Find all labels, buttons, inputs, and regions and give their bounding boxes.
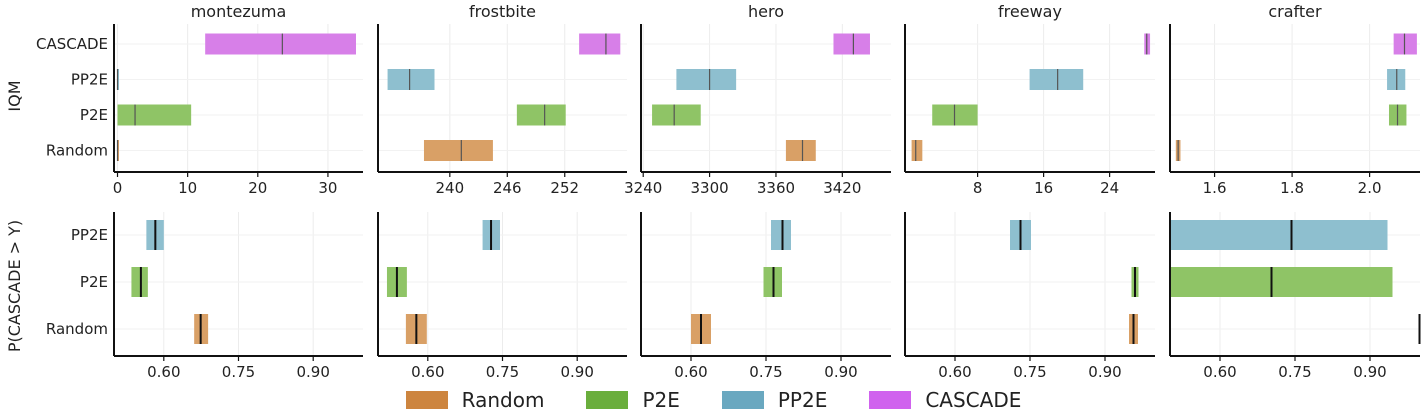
category-label: PP2E	[71, 226, 108, 244]
interval-bar-random	[423, 140, 493, 161]
x-tick-label: 0.90	[560, 363, 593, 381]
panel-iqm-montezuma: 0 10 20 30 CASCADE PP2E P2E Random montezuma	[36, 2, 363, 197]
category-label: PP2E	[71, 71, 108, 89]
legend-item-cascade: CASCADE	[869, 388, 1021, 412]
legend-label-random: Random	[461, 388, 545, 412]
x-tick-label: 20	[248, 179, 267, 197]
interval-bar-cascade	[833, 33, 870, 55]
interval-bar-cascade	[579, 33, 621, 55]
interval-bar-cascade	[1393, 33, 1417, 55]
category-label: P2E	[80, 106, 108, 124]
x-tick-label: 1.6	[1203, 179, 1227, 197]
category-label: Random	[46, 320, 108, 338]
legend-swatch-cascade	[869, 391, 912, 409]
legend-item-random: Random	[405, 388, 545, 412]
interval-bar-pp2e	[676, 69, 737, 90]
panel-title: freeway	[998, 2, 1062, 21]
panel-title: crafter	[1268, 2, 1322, 21]
x-tick-label: 3420	[823, 179, 861, 197]
x-tick-label: 0.90	[824, 363, 857, 381]
panel-iqm-hero: 3240 3300 3360 3420 hero	[624, 2, 891, 197]
x-tick-label: 1.8	[1280, 179, 1304, 197]
interval-bar-random	[785, 140, 816, 161]
panel-prob-probability-2: 0.60 0.75 0.90	[377, 212, 627, 381]
category-label: Random	[46, 142, 108, 160]
row-label-probability: P(CASCADE > Y)	[5, 220, 24, 352]
legend-label-cascade: CASCADE	[925, 388, 1022, 412]
x-tick-label: 0.90	[1088, 363, 1121, 381]
panel-iqm-crafter: 1.6 1.8 2.0 crafter	[1169, 2, 1420, 197]
x-tick-label: 2.0	[1358, 179, 1382, 197]
x-tick-label: 8	[973, 179, 983, 197]
panel-prob-probability-1: 0.60 0.75 0.90 PP2E P2E Random	[46, 212, 363, 381]
x-tick-label: 240	[436, 179, 465, 197]
interval-bar-pp2e	[771, 220, 791, 250]
interval-bar-pp2e	[387, 69, 435, 90]
interval-bar-pp2e	[1029, 69, 1084, 90]
interval-bar-random	[117, 140, 120, 161]
panel-iqm-frostbite: 240 246 252 frostbite	[377, 2, 627, 197]
x-tick-label: 0.90	[296, 363, 329, 381]
x-tick-label: 252	[550, 179, 579, 197]
x-tick-label: 0.75	[222, 363, 255, 381]
interval-bar-p2e	[652, 104, 701, 126]
x-tick-label: 0.90	[1353, 363, 1386, 381]
legend-label-p2e: P2E	[642, 388, 680, 412]
x-tick-label: 10	[178, 179, 197, 197]
x-tick-label: 0.60	[674, 363, 707, 381]
row-label-iqm: IQM	[5, 80, 24, 111]
x-tick-label: 0	[113, 179, 123, 197]
x-tick-label: 0.75	[486, 363, 519, 381]
x-tick-label: 0.60	[938, 363, 971, 381]
x-tick-label: 0.75	[1278, 363, 1311, 381]
interval-bar-cascade	[205, 33, 356, 55]
panel-title: hero	[748, 2, 784, 21]
interval-bar-random	[911, 140, 923, 161]
interval-bar-p2e	[1170, 267, 1393, 297]
x-tick-label: 246	[493, 179, 522, 197]
panel-title: montezuma	[191, 2, 287, 21]
x-tick-label: 16	[1034, 179, 1053, 197]
x-tick-label: 0.60	[411, 363, 444, 381]
legend-item-p2e: P2E	[586, 388, 680, 412]
x-tick-label: 0.60	[1203, 363, 1236, 381]
legend-swatch-pp2e	[721, 391, 764, 409]
legend-swatch-p2e	[586, 391, 629, 409]
x-tick-label: 3300	[690, 179, 728, 197]
legend-label-pp2e: PP2E	[777, 388, 828, 412]
legend: Random P2E PP2E CASCADE	[0, 384, 1427, 416]
x-tick-label: 24	[1100, 179, 1119, 197]
x-tick-label: 3240	[624, 179, 662, 197]
interval-estimates-figure: IQM P(CASCADE > Y) 0 10 20 30 CASCADE PP2E P2E…	[5, 2, 1421, 381]
legend-item-pp2e: PP2E	[721, 388, 828, 412]
x-tick-label: 3360	[757, 179, 795, 197]
panel-title: frostbite	[469, 2, 536, 21]
panel-prob-probability-5: 0.60 0.75 0.90	[1169, 212, 1421, 381]
interval-bar-p2e	[516, 104, 566, 126]
category-label: P2E	[80, 273, 108, 291]
x-tick-label: 0.75	[749, 363, 782, 381]
interval-bar-pp2e	[1170, 220, 1388, 250]
category-label: CASCADE	[36, 35, 108, 53]
interval-bar-p2e	[117, 104, 192, 126]
panel-prob-probability-4: 0.60 0.75 0.90	[904, 212, 1155, 381]
interval-bar-p2e	[131, 267, 148, 297]
panel-prob-probability-3: 0.60 0.75 0.90	[640, 212, 891, 381]
interval-bar-pp2e	[117, 69, 120, 90]
x-tick-label: 30	[318, 179, 337, 197]
x-tick-label: 0.75	[1013, 363, 1046, 381]
x-tick-label: 0.60	[147, 363, 180, 381]
panel-iqm-freeway: 8 16 24 freeway	[904, 2, 1155, 197]
legend-swatch-random	[405, 391, 448, 409]
